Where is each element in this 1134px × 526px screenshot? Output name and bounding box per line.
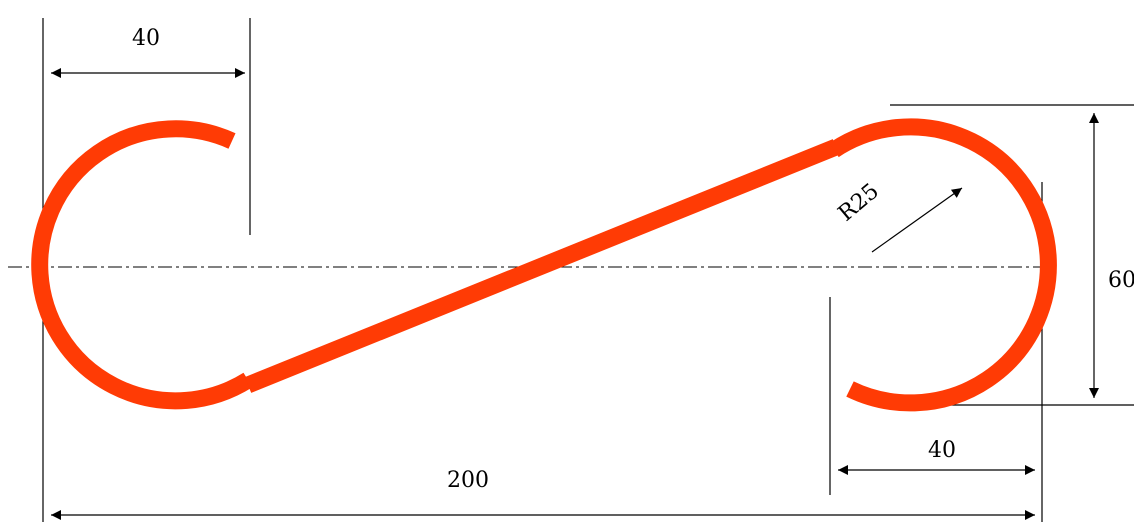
hook-left-arc	[31, 120, 253, 410]
hook-right-arc	[829, 118, 1057, 412]
radius-label: R25	[834, 179, 884, 227]
dimension-label-overall-200: 200	[447, 468, 489, 493]
hook-middle-segment	[244, 139, 840, 393]
radius-leader-arrow	[871, 187, 963, 253]
dimension-label-bottom-right-40: 40	[928, 438, 956, 463]
dimension-label-top-left-40: 40	[132, 26, 160, 51]
dimension-label-height-60: 60	[1108, 268, 1134, 293]
